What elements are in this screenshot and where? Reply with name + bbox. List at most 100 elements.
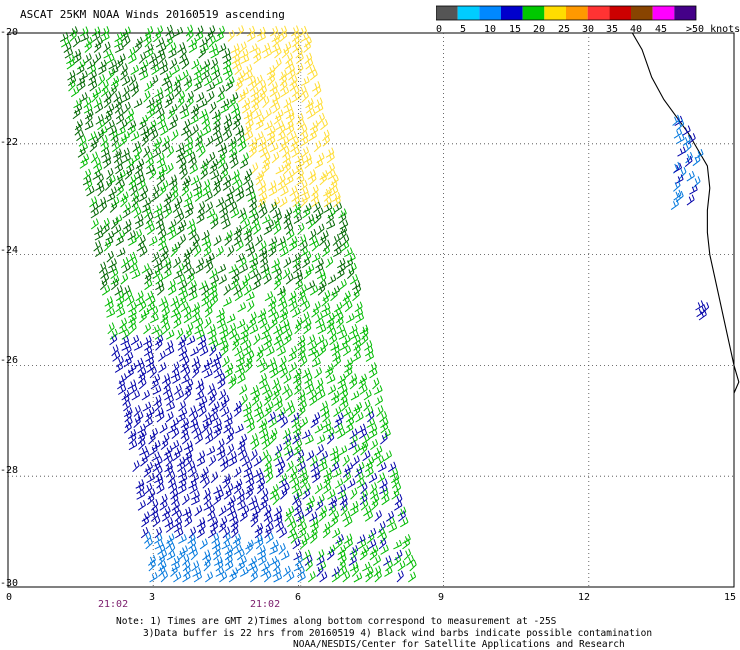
wind-barb xyxy=(145,537,153,550)
wind-barb xyxy=(317,389,326,401)
wind-barb xyxy=(285,273,294,285)
wind-barb xyxy=(76,130,84,142)
wind-barb xyxy=(114,37,123,48)
wind-barb xyxy=(73,53,82,64)
wind-barb xyxy=(241,97,251,109)
wind-barb xyxy=(109,334,118,346)
wind-barb xyxy=(283,438,292,451)
wind-barb xyxy=(215,31,224,42)
wind-barb xyxy=(199,538,208,550)
wind-barb xyxy=(120,69,128,81)
wind-barb xyxy=(312,472,321,484)
wind-barb xyxy=(303,323,312,335)
wind-barb xyxy=(209,344,217,357)
wind-barb xyxy=(141,263,150,274)
wind-barb xyxy=(145,47,154,59)
wind-barb xyxy=(307,108,316,120)
wind-barb xyxy=(114,285,123,296)
wind-barb xyxy=(342,406,352,417)
wind-barb xyxy=(247,300,255,313)
wind-barb xyxy=(290,532,298,544)
wind-barb xyxy=(79,26,89,37)
wind-barb xyxy=(243,467,253,478)
wind-barb xyxy=(108,258,117,269)
wind-barb xyxy=(144,272,152,285)
wind-barb xyxy=(351,564,360,577)
wind-barb xyxy=(359,489,368,500)
legend-swatch xyxy=(457,6,480,20)
wind-barb xyxy=(323,189,332,202)
wind-barb xyxy=(227,245,235,257)
wind-barb xyxy=(93,240,102,252)
wind-barb xyxy=(379,411,387,423)
wind-barb xyxy=(196,527,205,539)
wind-barb xyxy=(107,68,115,81)
wind-barb xyxy=(138,64,148,76)
wind-barb xyxy=(281,383,290,395)
wind-barb xyxy=(87,75,97,87)
wind-barb xyxy=(243,461,253,473)
wind-barb xyxy=(284,329,293,340)
wind-barb xyxy=(345,423,354,434)
legend-frame xyxy=(436,5,697,21)
wind-barb xyxy=(355,412,364,423)
wind-barb xyxy=(314,483,323,495)
wind-barb xyxy=(337,484,347,495)
wind-barb xyxy=(184,207,194,219)
wind-barb xyxy=(259,147,269,158)
wind-barb xyxy=(206,81,216,92)
wind-barb xyxy=(195,433,204,445)
wind-barb xyxy=(205,433,214,445)
wind-barb xyxy=(221,406,230,417)
wind-barb xyxy=(205,201,214,213)
wind-barb xyxy=(182,256,191,269)
wind-barb xyxy=(183,388,192,401)
wind-barb xyxy=(181,58,190,70)
wind-barb xyxy=(293,206,301,219)
wind-barb xyxy=(339,228,347,241)
wind-barb xyxy=(313,85,322,98)
wind-barb xyxy=(195,25,204,37)
wind-barb xyxy=(294,317,303,329)
wind-barb xyxy=(296,52,304,64)
wind-barb xyxy=(150,129,159,142)
wind-barb xyxy=(280,416,289,428)
lat-tick-20: -20 xyxy=(0,27,19,38)
wind-barb xyxy=(104,178,113,191)
wind-barb xyxy=(342,295,350,307)
wind-barb xyxy=(88,70,97,81)
wind-barb xyxy=(250,268,259,280)
wind-barb xyxy=(301,90,309,103)
wind-barb xyxy=(293,213,303,224)
wind-barb xyxy=(150,498,159,511)
wind-barb xyxy=(322,410,330,423)
wind-barb xyxy=(282,428,291,440)
wind-barb xyxy=(359,549,368,561)
wind-barb xyxy=(143,466,152,478)
wind-barb xyxy=(200,162,208,175)
wind-barb xyxy=(319,170,329,180)
wind-barb xyxy=(206,261,214,274)
legend-swatch xyxy=(652,6,675,20)
wind-barb xyxy=(106,120,115,131)
wind-barb xyxy=(274,273,283,285)
wind-barb xyxy=(322,526,331,539)
wind-barb xyxy=(180,125,190,136)
wind-barb xyxy=(223,476,231,489)
wind-barb xyxy=(345,538,354,550)
wind-barb xyxy=(196,213,205,224)
wind-barb xyxy=(157,113,166,125)
wind-barb xyxy=(348,555,357,566)
wind-barb xyxy=(233,482,242,495)
lat-tick-26: -26 xyxy=(0,355,19,366)
wind-barb xyxy=(292,307,301,318)
wind-barb xyxy=(203,493,212,506)
wind-barb xyxy=(134,36,143,48)
wind-barb xyxy=(184,191,193,202)
wind-barb xyxy=(119,317,128,329)
wind-barb xyxy=(195,140,204,153)
wind-barb xyxy=(366,532,375,544)
wind-barb xyxy=(317,283,326,296)
wind-barb xyxy=(308,228,317,241)
wind-barb xyxy=(360,499,369,511)
